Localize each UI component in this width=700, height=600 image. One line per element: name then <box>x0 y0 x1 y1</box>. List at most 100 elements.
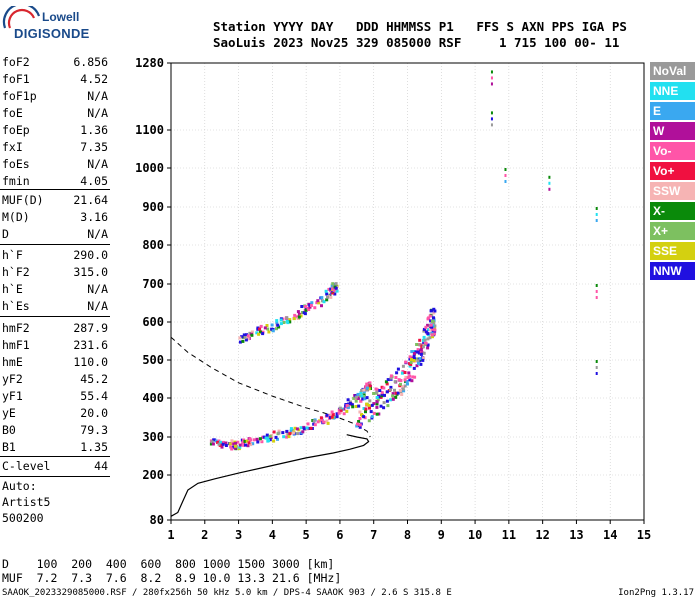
echo-mark <box>422 327 426 331</box>
echo-mark <box>389 374 393 378</box>
echo-mark <box>375 396 379 399</box>
divider <box>0 456 110 457</box>
echo-mark <box>360 394 364 398</box>
echo-mark <box>401 364 405 368</box>
param-key: hmE <box>2 355 23 369</box>
echo-mark <box>285 435 289 439</box>
echo-mark <box>297 312 301 316</box>
echo-mark <box>365 388 369 392</box>
echo-mark <box>289 427 293 431</box>
echo-mark <box>375 412 379 416</box>
echo-mark <box>277 429 281 433</box>
param-value: N/A <box>87 282 108 296</box>
echo-mark <box>433 328 437 332</box>
legend-item-e: E <box>650 102 695 120</box>
echo-mark <box>414 350 418 354</box>
electron-density-profile <box>170 434 370 517</box>
echo-mark <box>595 207 598 210</box>
echo-mark <box>309 304 313 307</box>
echo-mark <box>282 321 286 324</box>
param-key: foE <box>2 106 23 120</box>
echo-mark <box>329 289 333 293</box>
echo-mark <box>275 319 279 323</box>
echo-mark <box>433 330 437 334</box>
echo-mark <box>285 316 289 320</box>
echo-mark <box>335 415 339 419</box>
echo-mark <box>365 402 369 406</box>
divider <box>0 316 110 317</box>
echo-mark <box>333 292 337 296</box>
param-value: N/A <box>87 106 108 120</box>
echo-mark <box>386 404 390 408</box>
echo-mark <box>299 426 303 430</box>
echo-mark <box>247 441 251 445</box>
echo-mark <box>246 337 250 341</box>
echo-mark <box>256 440 260 444</box>
echo-mark <box>428 332 432 336</box>
echo-mark <box>312 422 316 426</box>
echo-mark <box>413 375 417 379</box>
echo-mark <box>368 406 371 410</box>
echo-mark <box>329 413 333 417</box>
echo-mark <box>367 419 371 423</box>
param-row: hmF2 287.9 <box>2 321 108 337</box>
echo-mark <box>382 401 386 405</box>
echo-mark <box>316 299 320 303</box>
echo-mark <box>231 445 235 449</box>
echo-mark <box>376 398 380 402</box>
x-tick-label: 6 <box>336 528 343 542</box>
echo-mark <box>245 333 248 337</box>
echo-mark <box>394 395 398 399</box>
echo-mark <box>276 323 280 327</box>
echo-mark <box>358 423 362 427</box>
echo-mark <box>354 405 358 408</box>
echo-mark <box>337 411 341 415</box>
echo-mark <box>292 317 296 321</box>
echo-mark <box>365 396 369 400</box>
echo-mark <box>286 432 290 436</box>
echo-mark <box>426 328 430 332</box>
echo-mark <box>230 447 234 451</box>
param-row: foF1 4.52 <box>2 72 108 88</box>
echo-mark <box>430 333 434 337</box>
echo-mark <box>426 317 430 321</box>
echo-mark <box>422 351 426 355</box>
echo-mark <box>426 337 430 341</box>
echo-mark <box>356 422 359 426</box>
echo-mark <box>325 292 329 296</box>
param-value: N/A <box>87 227 108 241</box>
echo-mark <box>416 350 420 354</box>
echo-mark <box>250 330 254 334</box>
echo-mark <box>282 435 286 439</box>
echo-mark <box>276 437 279 441</box>
param-key: B0 <box>2 423 16 437</box>
echo-mark <box>319 416 323 420</box>
echo-mark <box>408 378 412 382</box>
echo-mark <box>347 405 350 409</box>
auto-label: Auto: <box>2 479 37 493</box>
echo-mark <box>432 321 436 325</box>
y-tick-label: 700 <box>142 277 164 291</box>
echo-mark <box>431 319 434 323</box>
echo-mark <box>395 371 399 375</box>
echo-mark <box>426 332 430 336</box>
echo-mark <box>431 335 434 339</box>
echo-mark <box>331 286 335 290</box>
echo-mark <box>242 443 246 447</box>
param-key: MUF(D) <box>2 193 44 207</box>
autoscaling-info: Auto: Artist5 500200 <box>2 478 50 526</box>
param-row: yE 20.0 <box>2 406 108 422</box>
echo-mark <box>595 360 598 363</box>
echo-mark <box>429 319 433 323</box>
echo-mark <box>220 445 224 449</box>
echo-mark <box>415 357 419 361</box>
muf-distance-row: D 100 200 400 600 800 1000 1500 3000 [km… <box>2 557 335 571</box>
echo-mark <box>310 301 314 305</box>
x-tick-label: 11 <box>502 528 516 542</box>
echo-mark <box>351 405 355 409</box>
echo-mark <box>345 409 349 413</box>
y-tick-label: 300 <box>142 430 164 444</box>
legend-item-x-minus: X- <box>650 202 695 220</box>
echo-mark <box>428 336 432 340</box>
echo-mark <box>234 441 238 445</box>
